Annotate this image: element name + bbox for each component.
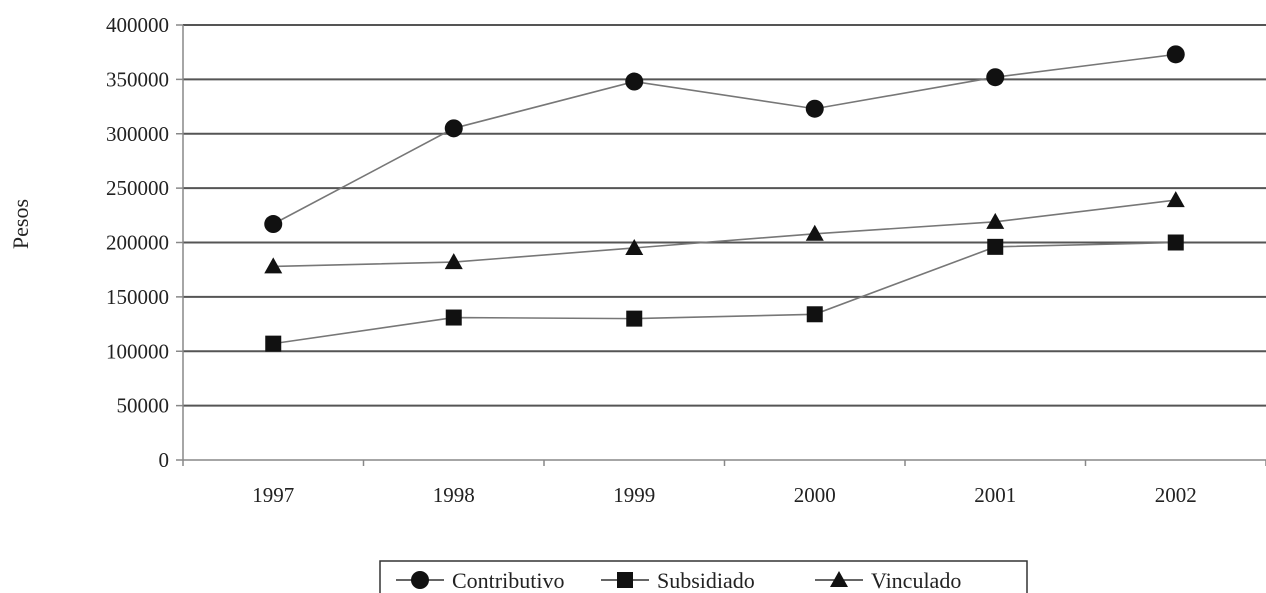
series-vinculado: [264, 191, 1185, 274]
data-point-contributivo: [625, 72, 644, 91]
gridlines: [183, 24, 1266, 407]
data-point-vinculado: [264, 257, 283, 274]
data-point-subsidiado: [445, 309, 462, 326]
series-line-subsidiado: [273, 241, 1176, 345]
x-tick-label: 1998: [433, 483, 475, 507]
data-point-vinculado: [805, 224, 824, 241]
legend-box: [379, 560, 1028, 593]
x-tick-labels: 1997 1998 1999 2000 2001 2002: [252, 483, 1197, 507]
series-subsidiado: [265, 234, 1184, 352]
y-tick-label: 300000: [106, 122, 169, 146]
y-tick-label: 350000: [106, 67, 169, 91]
legend: Contributivo Subsidiado Vinculado: [379, 560, 1028, 593]
series: [264, 45, 1185, 352]
series-contributivo: [264, 45, 1185, 234]
data-point-subsidiado: [1167, 234, 1184, 251]
y-tick-labels: 0 50000 100000 150000 200000 250000 300000 3500…: [106, 13, 169, 472]
legend-marker-subsidiado: [617, 572, 633, 588]
legend-label-vinculado: Vinculado: [871, 568, 961, 593]
x-tick-label: 1999: [613, 483, 655, 507]
legend-marker-contributivo: [411, 571, 429, 589]
data-point-subsidiado: [265, 335, 282, 352]
legend-label-subsidiado: Subsidiado: [657, 568, 755, 593]
data-point-vinculado: [986, 212, 1005, 229]
y-tick-label: 200000: [106, 231, 169, 255]
y-tick-label: 100000: [106, 339, 169, 363]
y-axis-label: Pesos: [8, 199, 33, 249]
data-point-vinculado: [625, 238, 644, 255]
x-tick-label: 1997: [252, 483, 294, 507]
axes: [176, 24, 1266, 466]
data-point-subsidiado: [626, 310, 643, 327]
y-tick-label: 0: [159, 448, 170, 472]
y-tick-label: 250000: [106, 176, 169, 200]
series-line-contributivo: [272, 53, 1176, 225]
data-point-subsidiado: [806, 306, 823, 323]
y-tick-label: 50000: [117, 394, 170, 418]
y-tick-label: 150000: [106, 285, 169, 309]
x-tick-label: 2000: [794, 483, 836, 507]
data-point-vinculado: [444, 253, 463, 270]
legend-marker-vinculado: [830, 571, 848, 587]
data-point-vinculado: [1166, 191, 1185, 208]
legend-label-contributivo: Contributivo: [452, 568, 564, 593]
data-point-contributivo: [1166, 45, 1185, 64]
data-point-contributivo: [264, 215, 283, 234]
x-tick-label: 2001: [974, 483, 1016, 507]
data-point-contributivo: [805, 99, 824, 118]
data-point-contributivo: [986, 68, 1005, 87]
legend-item-vinculado: Vinculado: [815, 568, 961, 593]
data-point-subsidiado: [987, 238, 1004, 255]
legend-item-contributivo: Contributivo: [396, 568, 564, 593]
legend-item-subsidiado: Subsidiado: [601, 568, 755, 593]
data-point-contributivo: [444, 119, 463, 138]
x-tick-label: 2002: [1155, 483, 1197, 507]
series-line-vinculado: [273, 199, 1176, 268]
y-tick-label: 400000: [106, 13, 169, 37]
